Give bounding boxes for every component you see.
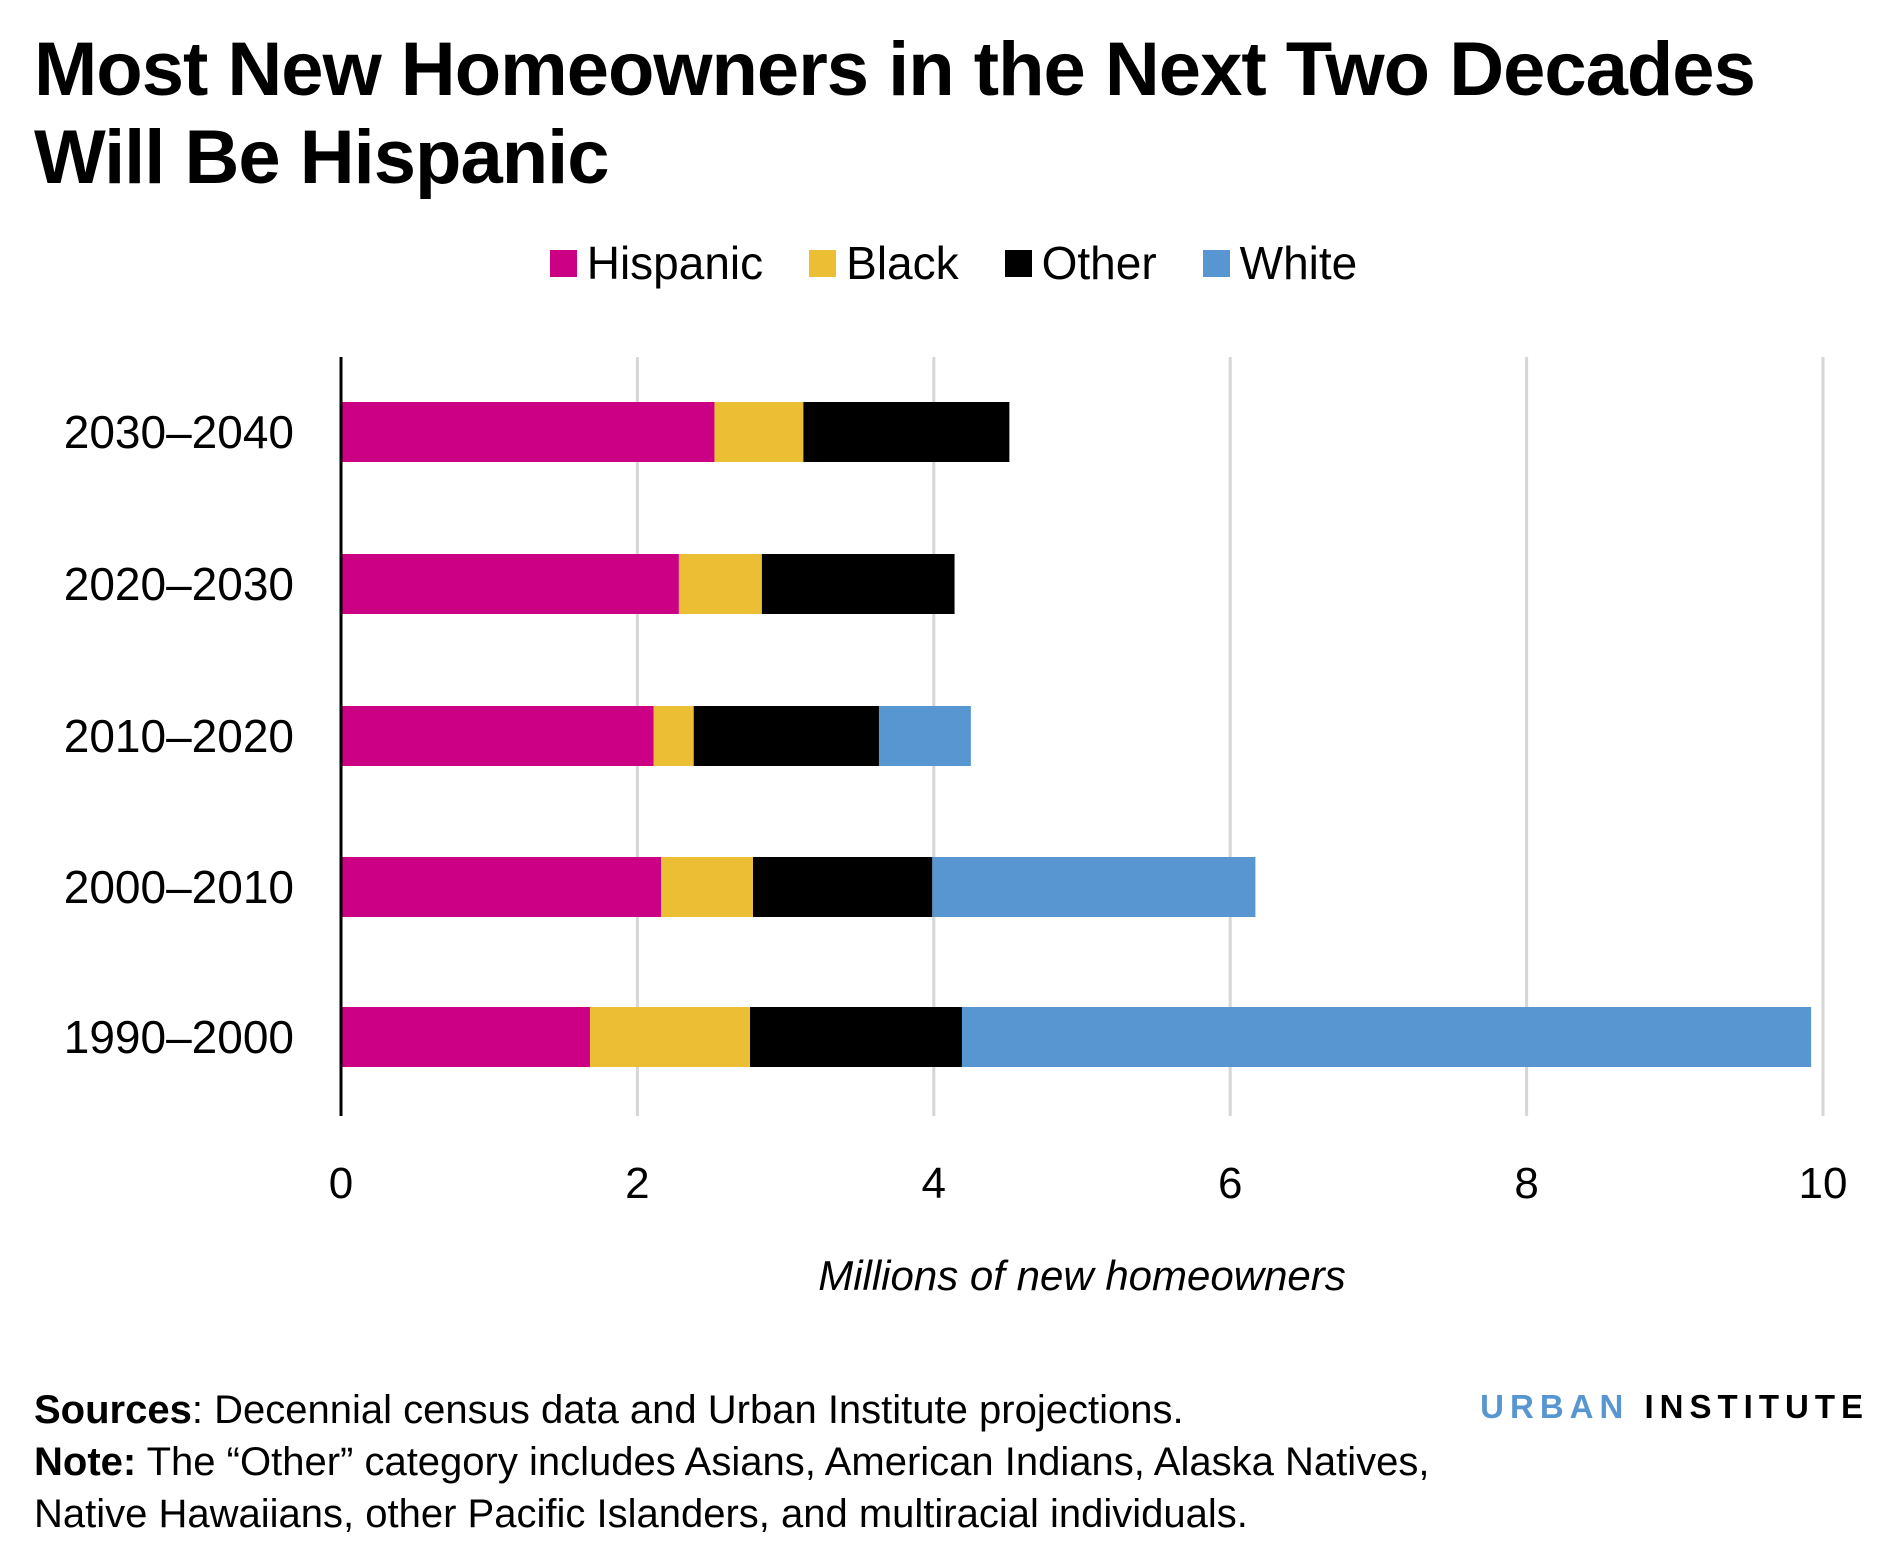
bar-other bbox=[761, 554, 955, 614]
bar-black bbox=[661, 857, 753, 917]
y-category-label: 2020–2030 bbox=[64, 558, 294, 610]
legend-item-white: White bbox=[1202, 236, 1358, 290]
bar-hispanic bbox=[341, 1007, 590, 1067]
bar-black bbox=[678, 554, 762, 614]
legend-swatch bbox=[1202, 249, 1230, 277]
legend-label: Black bbox=[846, 237, 959, 289]
urban-institute-logo: URBAN INSTITUTE bbox=[1480, 1388, 1869, 1426]
legend-swatch bbox=[1004, 249, 1032, 277]
bar-white bbox=[961, 1007, 1812, 1067]
y-category-label: 2010–2020 bbox=[64, 710, 294, 762]
logo-institute: INSTITUTE bbox=[1644, 1388, 1869, 1425]
bar-other bbox=[803, 402, 1010, 462]
legend: Hispanic Black Other White bbox=[0, 236, 1887, 290]
chart-title: Most New Homeowners in the Next Two Deca… bbox=[34, 27, 1756, 200]
legend-label: White bbox=[1239, 237, 1358, 289]
sources-label: Sources bbox=[34, 1388, 192, 1432]
bar-black bbox=[714, 402, 804, 462]
x-tick-label: 6 bbox=[1218, 1159, 1242, 1208]
legend-swatch bbox=[549, 249, 577, 277]
bar-black bbox=[589, 1007, 751, 1067]
sources-text: : Decennial census data and Urban Instit… bbox=[191, 1388, 1184, 1432]
note-text: The “Other” category includes Asians, Am… bbox=[34, 1440, 1430, 1536]
x-tick-label: 10 bbox=[1799, 1159, 1848, 1208]
y-category-label: 2030–2040 bbox=[64, 406, 294, 458]
legend-swatch bbox=[809, 249, 837, 277]
y-category-label: 1990–2000 bbox=[64, 1011, 294, 1063]
bar-white bbox=[878, 706, 971, 766]
bar-other bbox=[750, 1007, 962, 1067]
bar-other bbox=[693, 706, 879, 766]
legend-label: Other bbox=[1041, 237, 1157, 289]
legend-item-black: Black bbox=[809, 236, 959, 290]
x-tick-label: 4 bbox=[922, 1159, 946, 1208]
note-label: Note: bbox=[34, 1440, 137, 1484]
legend-item-hispanic: Hispanic bbox=[549, 236, 764, 290]
x-tick-label: 8 bbox=[1514, 1159, 1538, 1208]
x-axis-title: Millions of new homeowners bbox=[818, 1252, 1346, 1299]
x-tick-label: 2 bbox=[625, 1159, 649, 1208]
footnote: Sources: Decennial census data and Urban… bbox=[34, 1384, 1454, 1540]
bar-hispanic bbox=[341, 554, 679, 614]
legend-label: Hispanic bbox=[586, 237, 764, 289]
legend-item-other: Other bbox=[1004, 236, 1157, 290]
x-tick-label: 0 bbox=[329, 1159, 353, 1208]
bar-hispanic bbox=[341, 857, 662, 917]
bar-black bbox=[653, 706, 694, 766]
bar-hispanic bbox=[341, 706, 654, 766]
logo-urban: URBAN bbox=[1480, 1388, 1630, 1425]
bar-hispanic bbox=[341, 402, 715, 462]
bar-white bbox=[932, 857, 1256, 917]
bar-other bbox=[752, 857, 933, 917]
y-category-label: 2000–2010 bbox=[64, 861, 294, 913]
